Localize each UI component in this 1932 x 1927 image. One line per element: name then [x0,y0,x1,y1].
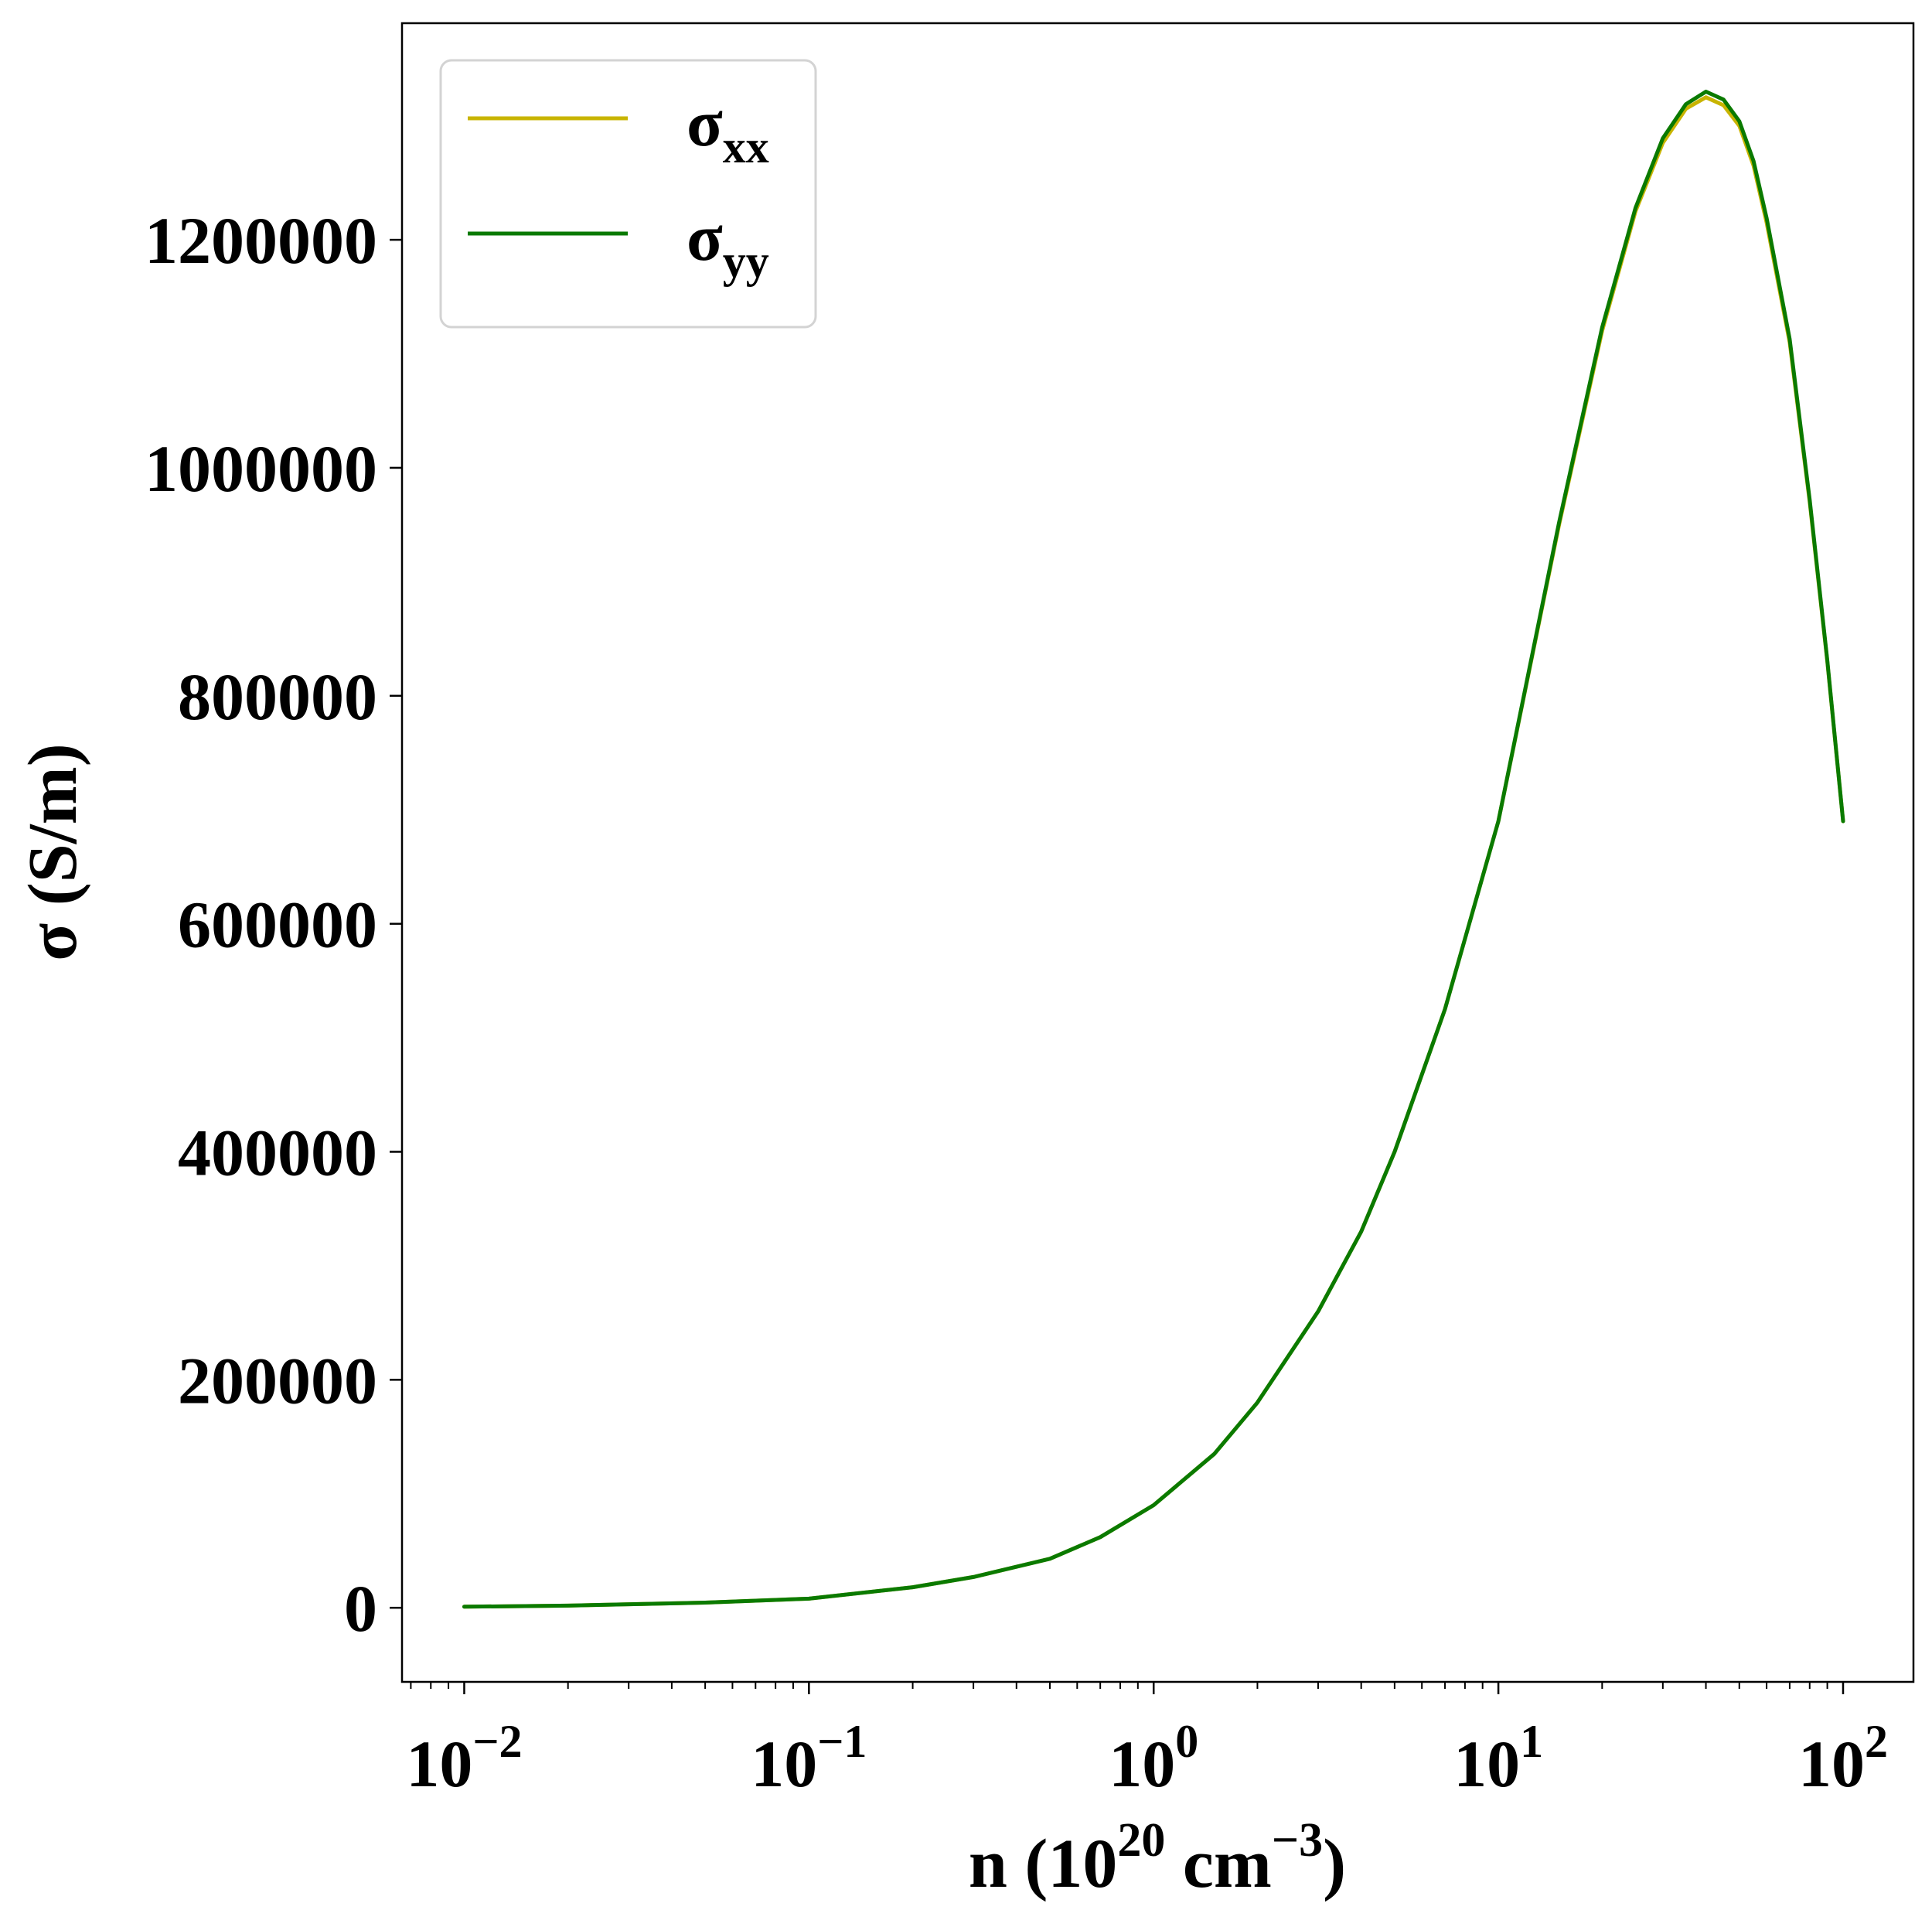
x-tick-label-exponent: 1 [1520,1716,1543,1767]
x-tick-label: 102 [1798,1716,1888,1801]
svg-text:σxx: σxx [687,86,769,172]
svg-text:σyy: σyy [687,200,769,287]
series-line-yy [462,90,1845,1609]
x-tick-label: 10−1 [751,1716,867,1801]
x-tick-label-base: 10 [1109,1727,1175,1801]
x-axis-label-exponent: 20 [1117,1814,1165,1867]
legend-subscript-sigma-yy: yy [723,236,769,287]
x-axis-label-close: ) [1323,1826,1346,1902]
x-tick-label-exponent: −1 [817,1716,867,1767]
plot-frame [400,22,1915,1683]
x-axis-label-main: n (10 [969,1826,1118,1902]
x-axis-label-unit: cm [1165,1826,1271,1902]
y-axis-label: σ (S/m) [15,743,91,960]
y-tick-label: 200000 [178,1343,377,1417]
y-tick-label: 400000 [178,1115,377,1189]
series-layer [462,90,1845,1609]
y-tick-label: 0 [344,1571,377,1646]
y-tick-label: 800000 [178,660,377,734]
x-tick-label-base: 10 [406,1727,472,1801]
svg-text:n (1020 cm−3): n (1020 cm−3) [969,1814,1346,1902]
x-tick-label: 10−2 [406,1716,522,1801]
y-tick-label: 1200000 [145,203,377,278]
x-tick-label-base: 10 [751,1727,817,1801]
x-tick-label-base: 10 [1453,1727,1520,1801]
x-tick-label: 100 [1109,1716,1198,1801]
x-tick-label-exponent: 0 [1175,1716,1198,1767]
x-tick-label-base: 10 [1798,1727,1865,1801]
y-tick-label: 1000000 [145,431,377,506]
x-axis-label-unit-exponent: −3 [1272,1814,1323,1867]
legend: σxx σyy [439,59,817,329]
legend-box [439,59,817,329]
legend-label-sigma-xx: σ [687,86,723,160]
y-tick-label: 600000 [178,888,377,962]
legend-subscript-sigma-xx: xx [723,121,769,172]
x-tick-label-exponent: −2 [472,1716,522,1767]
x-tick-label: 101 [1453,1716,1543,1801]
legend-label-sigma-yy: σ [687,200,723,275]
x-axis-title: n (1020 cm−3) [969,1814,1346,1902]
x-tick-label-exponent: 2 [1865,1716,1888,1767]
tick-layer: 10−2 10−1 100 101 10202000004000006000008000… [145,203,1888,1801]
